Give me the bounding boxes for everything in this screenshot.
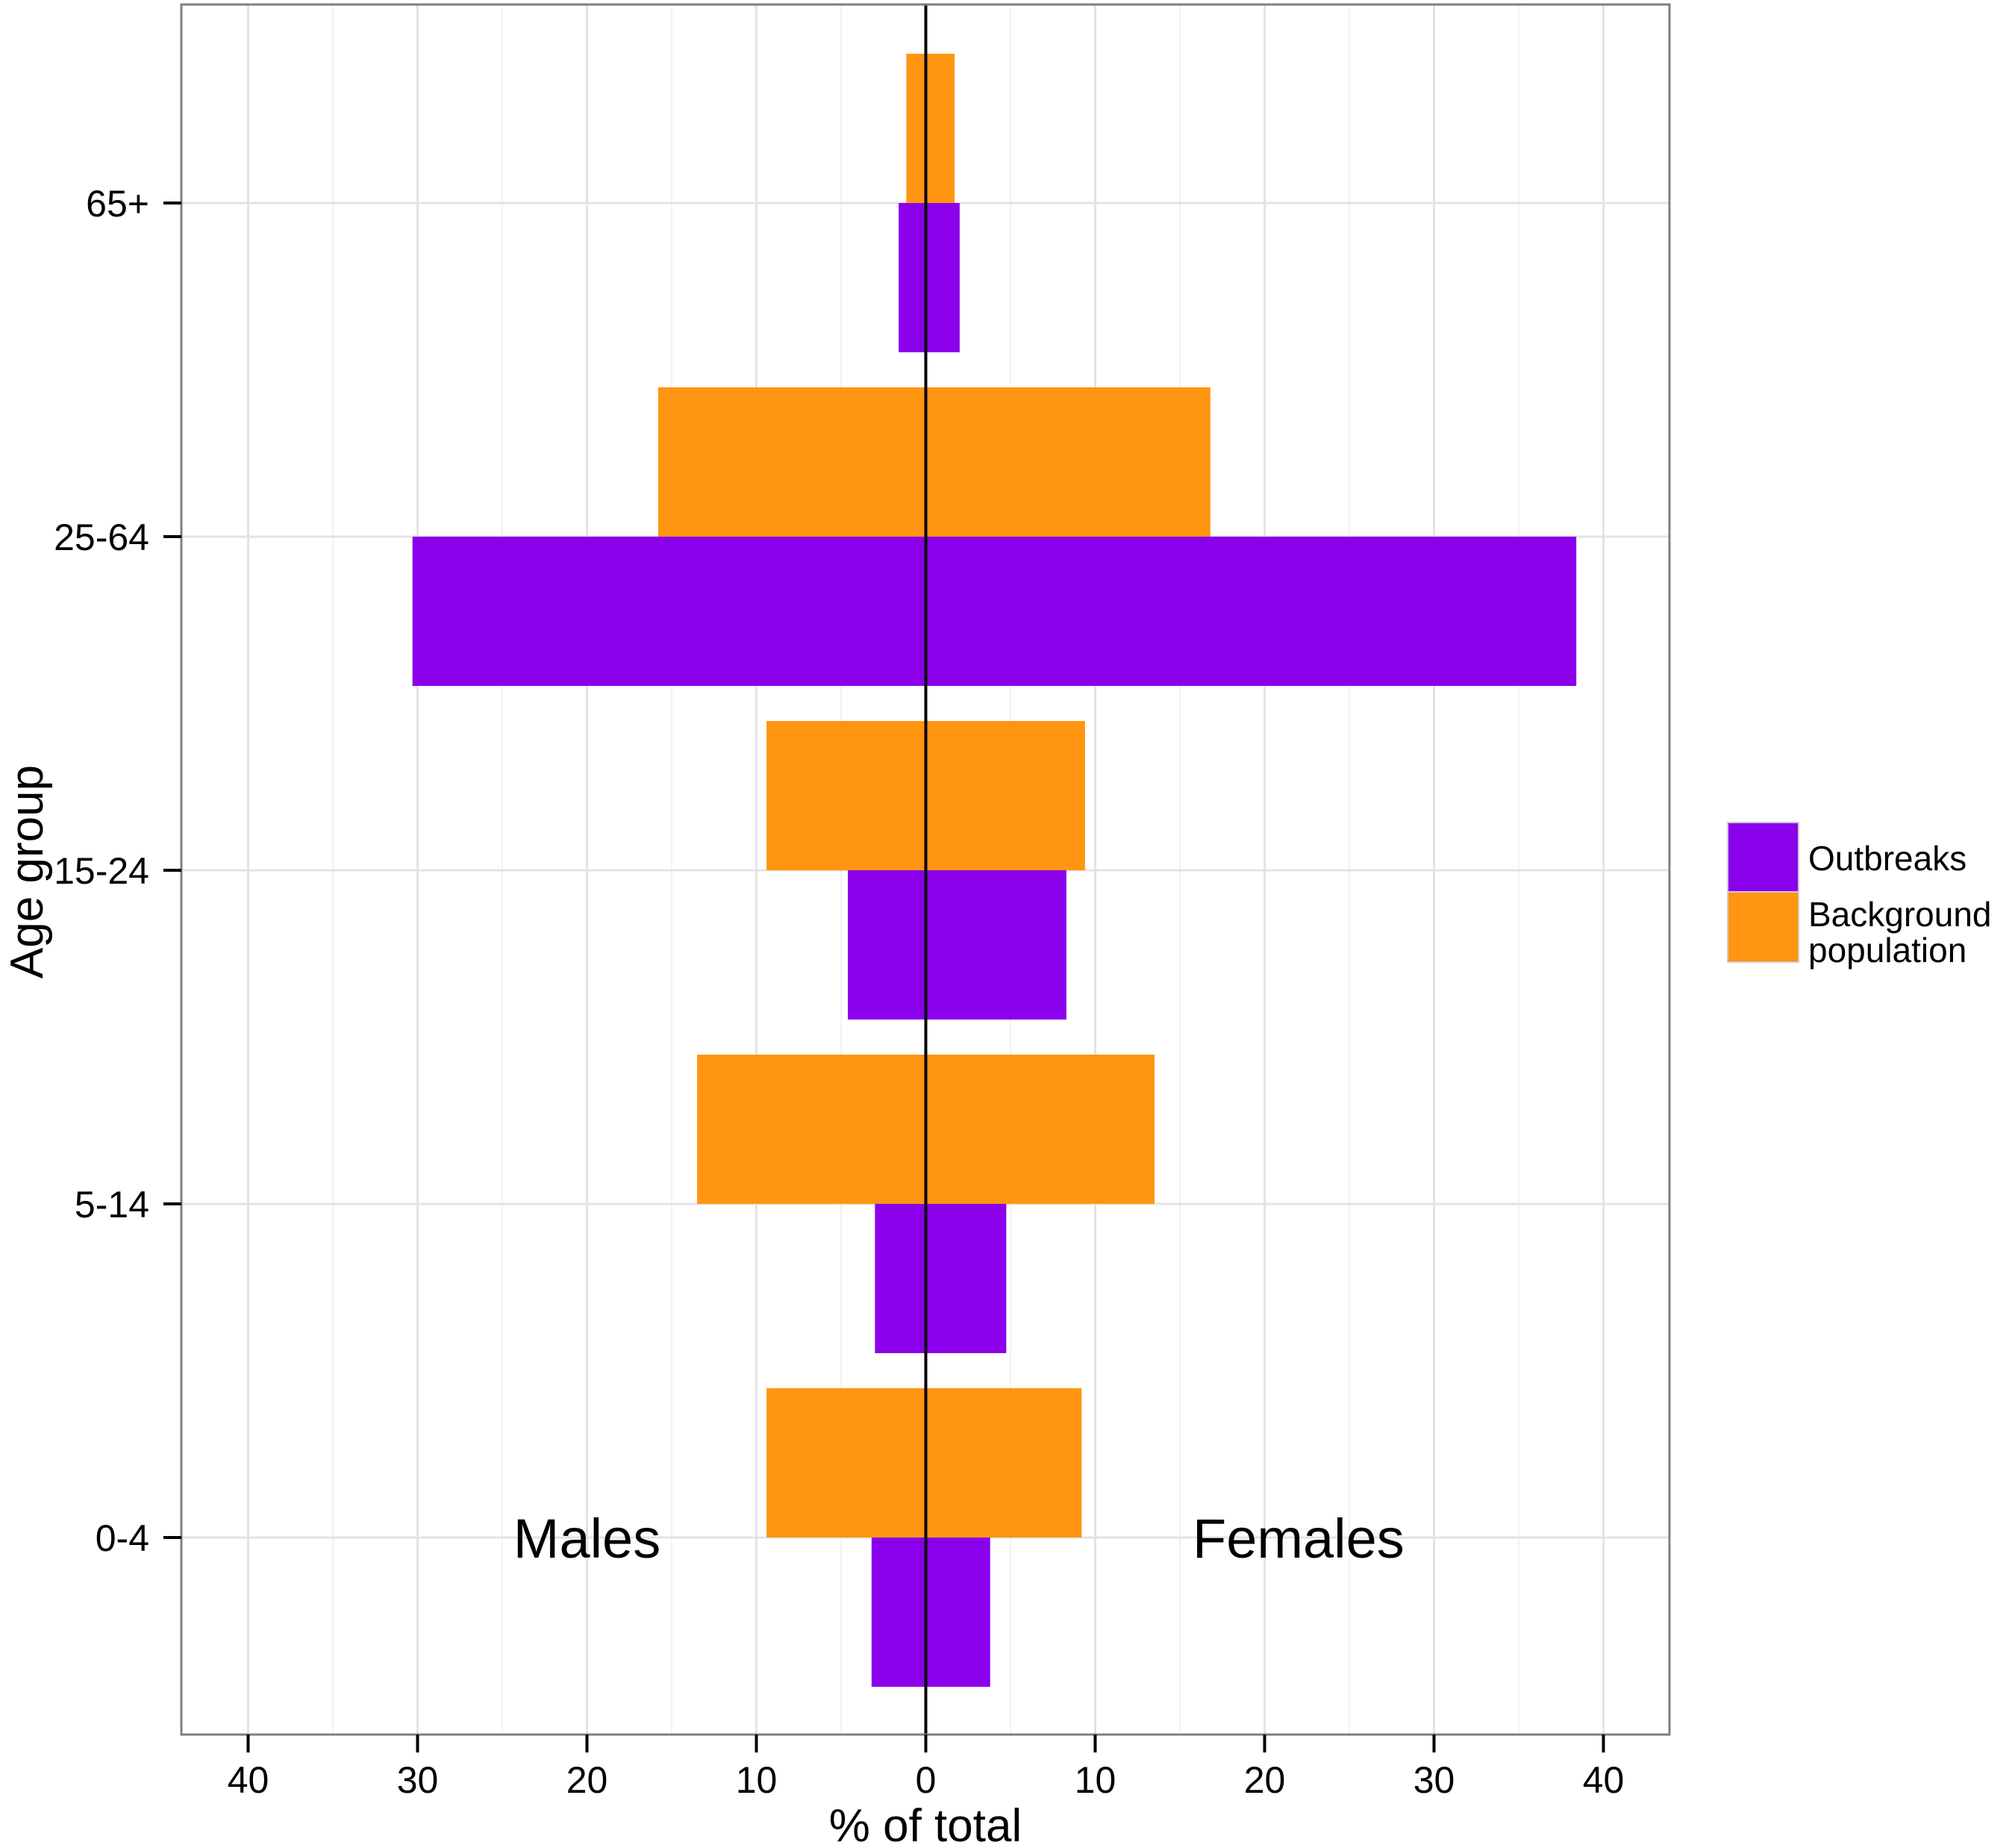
- annotation-males: Males: [513, 1508, 660, 1570]
- bar-background-population-males-5-14: [697, 1055, 926, 1204]
- bar-background-population-females-0-4: [925, 1388, 1082, 1538]
- bar-outbreaks-males-65+: [899, 203, 926, 352]
- legend-swatch-outbreaks: [1727, 822, 1799, 893]
- x-tick-label: 30: [1413, 1759, 1455, 1801]
- bar-outbreaks-females-65+: [925, 203, 960, 352]
- x-tick-label: 40: [1583, 1759, 1625, 1801]
- legend-swatch-background-population: [1727, 891, 1799, 963]
- bar-background-population-females-65+: [925, 54, 955, 203]
- bar-outbreaks-males-15-24: [848, 870, 926, 1020]
- x-tick-label: 40: [228, 1759, 269, 1801]
- y-axis-ticks: 65+ 25-64 15-24 5-14 0-4: [54, 183, 181, 1559]
- annotation-females: Females: [1193, 1508, 1405, 1570]
- y-tick-label: 15-24: [54, 850, 149, 892]
- y-tick-label: 65+: [86, 183, 149, 225]
- bar-outbreaks-males-25-64: [412, 537, 926, 686]
- bar-background-population-females-15-24: [925, 721, 1085, 870]
- bar-background-population-males-0-4: [766, 1388, 926, 1538]
- bar-outbreaks-females-25-64: [925, 537, 1577, 686]
- x-tick-label: 0: [916, 1759, 937, 1801]
- bar-outbreaks-females-5-14: [925, 1204, 1007, 1353]
- y-axis-title: Age group: [1, 765, 53, 978]
- bar-background-population-females-5-14: [925, 1055, 1155, 1204]
- bar-outbreaks-males-0-4: [871, 1538, 926, 1687]
- x-tick-label: 20: [1244, 1759, 1286, 1801]
- bar-background-population-females-25-64: [925, 387, 1210, 537]
- bar-outbreaks-females-0-4: [925, 1538, 990, 1687]
- bar-outbreaks-females-15-24: [925, 870, 1066, 1020]
- bar-background-population-males-65+: [906, 54, 926, 203]
- x-axis-title: % of total: [829, 1800, 1022, 1848]
- legend-label-line-2: population: [1808, 931, 1966, 970]
- bar-outbreaks-males-5-14: [875, 1204, 926, 1353]
- y-tick-label: 5-14: [75, 1184, 149, 1226]
- x-tick-label: 20: [566, 1759, 608, 1801]
- legend-label-line-1: Background: [1808, 895, 1992, 934]
- bar-background-population-males-25-64: [657, 387, 926, 537]
- legend-label-outbreaks: Outbreaks: [1808, 839, 1966, 878]
- bar-background-population-males-15-24: [766, 721, 926, 870]
- legend: Outbreaks Background population: [1727, 822, 2001, 970]
- y-tick-label: 25-64: [54, 516, 149, 558]
- legend-label-background-population: Background population: [1808, 895, 2001, 970]
- y-tick-label: 0-4: [96, 1517, 149, 1559]
- bars: [412, 54, 1577, 1687]
- x-tick-label: 10: [736, 1759, 778, 1801]
- x-tick-label: 10: [1075, 1759, 1116, 1801]
- x-axis-ticks: 40 30 20 10 0 10 20 30 40: [228, 1735, 1625, 1801]
- x-tick-label: 30: [397, 1759, 439, 1801]
